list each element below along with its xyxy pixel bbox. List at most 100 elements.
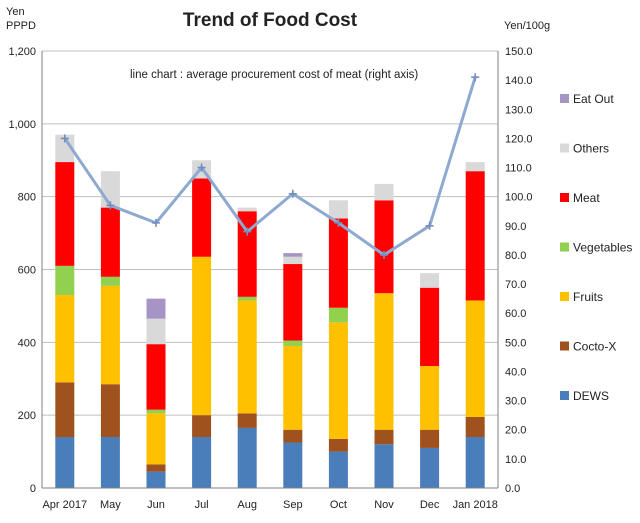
x-tick-label: Aug <box>237 499 257 511</box>
bar-segment-fruits <box>237 300 257 414</box>
bar-segment-cocto-x <box>100 384 120 438</box>
bar-segment-meat <box>465 171 485 301</box>
bar-segment-vegetables <box>237 296 257 301</box>
right-tick-label: 70.0 <box>505 279 526 291</box>
bar-segment-others <box>374 183 394 201</box>
left-tick-label: 200 <box>18 410 36 422</box>
bar-segment-vegetables <box>283 340 303 346</box>
bar-segment-dews <box>100 437 120 488</box>
axes: 0 200 400 600 800 1,000 1,200 0.0 10.0 20.0 30.0 40… <box>8 46 532 511</box>
right-tick-label: 80.0 <box>505 250 526 262</box>
left-tick-label: 800 <box>18 192 36 204</box>
left-tick-label: 400 <box>18 337 36 349</box>
bar-segment-fruits <box>328 322 348 439</box>
x-tick-label: Jul <box>195 499 209 511</box>
legend-label: Eat Out <box>573 92 614 106</box>
meat-cost-point <box>471 73 480 82</box>
meat-cost-point <box>106 201 115 210</box>
right-tick-label: 110.0 <box>505 163 532 175</box>
right-tick-label: 20.0 <box>505 425 526 437</box>
left-tick-label: 600 <box>18 265 36 277</box>
bar-segment-others <box>420 273 440 288</box>
right-tick-label: 60.0 <box>505 308 526 320</box>
meat-cost-line-path <box>63 76 477 257</box>
meat-cost-point <box>425 221 434 230</box>
bar-segment-dews <box>237 427 257 488</box>
legend-swatch-vegetables <box>560 242 569 252</box>
legend-label: DEWS <box>573 389 609 403</box>
bar-segment-fruits <box>374 293 394 430</box>
left-axis-unit-line2: PPPD <box>6 20 36 32</box>
bar-segment-fruits <box>192 256 212 416</box>
bar-segment-cocto-x <box>283 429 303 443</box>
meat-cost-point <box>197 163 206 172</box>
bar-segment-eat-out <box>146 298 166 319</box>
bar-segment-meat <box>374 200 394 294</box>
bar-segment-meat <box>192 178 212 257</box>
bar-segment-meat <box>146 344 166 410</box>
legend-label: Meat <box>573 191 600 205</box>
bar-segment-dews <box>146 471 166 488</box>
bar-segment-meat <box>55 162 75 266</box>
bar-segment-vegetables <box>328 307 348 323</box>
right-tick-label: 0.0 <box>505 483 520 495</box>
bar-segment-meat <box>100 207 120 277</box>
right-tick-label: 120.0 <box>505 133 533 145</box>
bar-segment-cocto-x <box>374 429 394 445</box>
bar-segment-cocto-x <box>55 382 75 438</box>
bar-segment-cocto-x <box>146 464 166 472</box>
legend-label: Cocto-X <box>573 340 616 354</box>
bar-segment-others <box>328 200 348 219</box>
left-tick-label: 1,000 <box>8 119 36 131</box>
bar-segment-others <box>283 256 303 265</box>
bar-segment-meat <box>237 211 257 297</box>
bar-segment-fruits <box>465 300 485 417</box>
meat-cost-point <box>243 227 252 236</box>
bar-segment-dews <box>465 437 485 488</box>
bar-segment-dews <box>192 437 212 488</box>
bar-segment-dews <box>55 437 75 488</box>
bar-segment-cocto-x <box>328 438 348 452</box>
bar-segment-others <box>465 162 485 172</box>
x-tick-label: May <box>100 499 121 511</box>
chart-title: Trend of Food Cost <box>183 10 358 31</box>
meat-cost-point <box>60 134 69 143</box>
meat-cost-point <box>288 189 297 198</box>
legend-swatch-eat-out <box>560 94 569 103</box>
x-tick-label: Jun <box>147 499 165 511</box>
legend-label: Fruits <box>573 290 603 304</box>
right-tick-label: 100.0 <box>505 192 533 204</box>
x-tick-label: Sep <box>283 499 303 511</box>
right-tick-label: 40.0 <box>505 366 526 378</box>
bar-segment-cocto-x <box>465 416 485 438</box>
x-tick-label: Apr 2017 <box>42 499 87 511</box>
right-tick-label: 50.0 <box>505 337 526 349</box>
left-axis-unit-line1: Yen <box>6 6 25 18</box>
legend-swatch-meat <box>560 193 569 202</box>
x-tick-label: Nov <box>374 499 394 511</box>
bar-segment-cocto-x <box>237 413 257 428</box>
bar-segment-others <box>55 134 75 163</box>
bar-segment-dews <box>328 451 348 488</box>
bar-segment-eat-out <box>283 253 303 257</box>
meat-cost-point <box>334 218 343 227</box>
right-tick-label: 150.0 <box>505 46 533 58</box>
legend-swatch-cocto-x <box>560 341 569 351</box>
bar-segment-fruits <box>283 345 303 430</box>
bar-segment-others <box>146 318 166 345</box>
bar-segment-vegetables <box>146 409 166 414</box>
left-tick-label: 1,200 <box>8 46 36 58</box>
legend: Eat Out Others Meat Vegetables Fruits Cocto-X… <box>560 92 632 403</box>
bar-segment-meat <box>420 287 440 367</box>
bar-segment-meat <box>328 218 348 308</box>
bar-segment-fruits <box>55 294 75 383</box>
stacked-bars <box>55 134 485 488</box>
legend-label: Vegetables <box>573 241 632 255</box>
bar-segment-dews <box>374 444 394 488</box>
bar-segment-fruits <box>146 413 166 465</box>
legend-swatch-fruits <box>560 292 569 301</box>
meat-cost-point <box>380 250 388 259</box>
line-annotation: line chart : average procurement cost of… <box>130 69 418 81</box>
